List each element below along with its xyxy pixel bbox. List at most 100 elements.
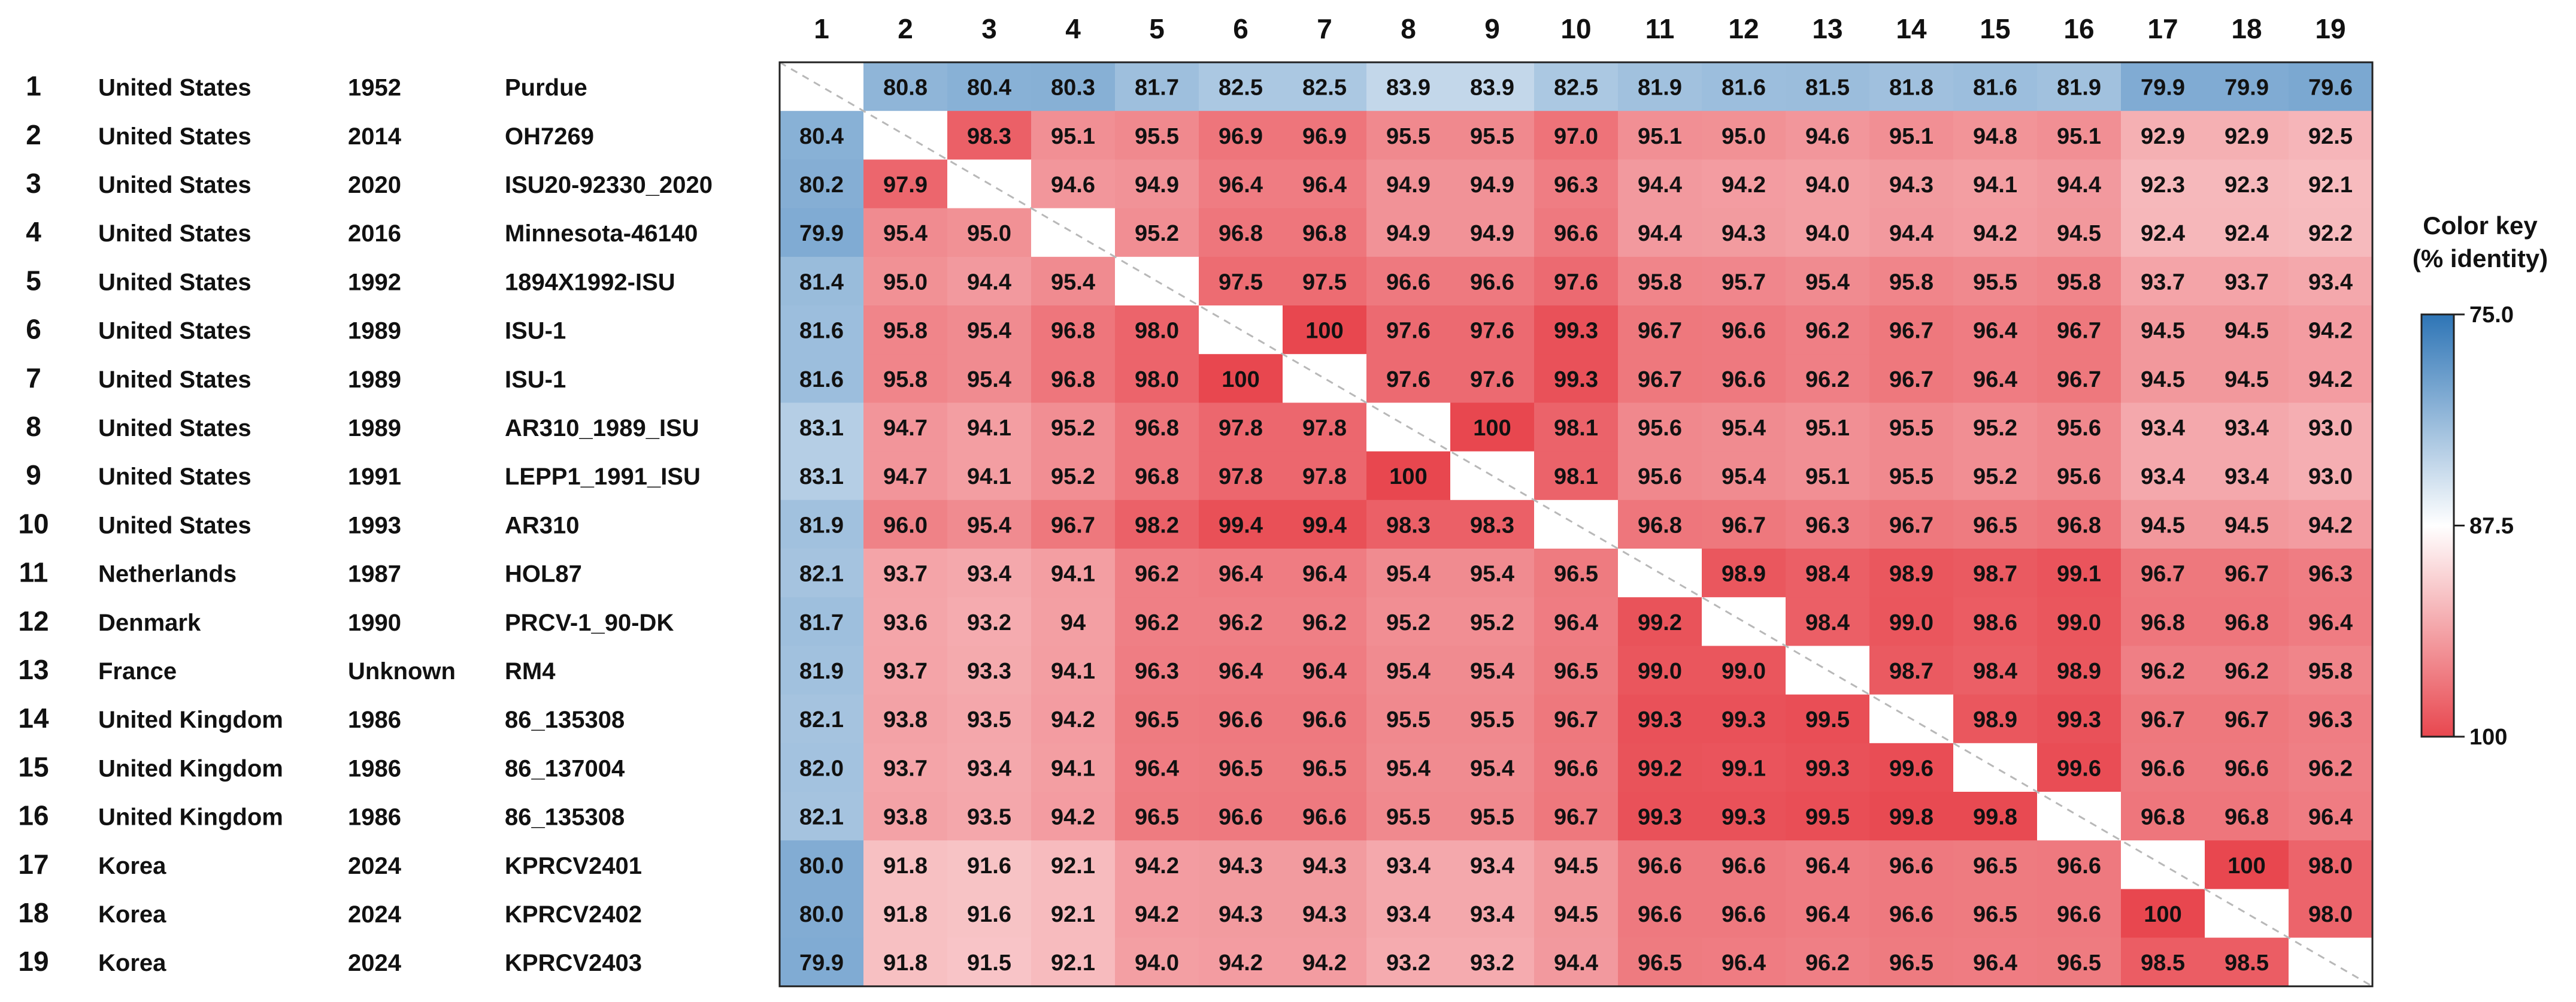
cell-value: 99.3 (1638, 707, 1682, 732)
cell-value: 97.0 (1554, 124, 1598, 149)
heatmap-cell (780, 354, 864, 403)
heatmap-cell (780, 937, 864, 987)
row-country: United States (98, 123, 251, 150)
heatmap-cell (863, 256, 948, 306)
cell-value: 80.4 (799, 124, 844, 149)
cell-value: 99.3 (1554, 367, 1598, 392)
row-country: United Kingdom (98, 804, 283, 831)
row-strain: 86_137004 (505, 755, 625, 782)
cell-value: 94.1 (1051, 562, 1095, 587)
cell-value: 100 (1305, 319, 1343, 344)
heatmap-cell (1869, 792, 1954, 841)
cell-value: 96.4 (1302, 659, 1347, 684)
cell-value: 99.2 (1638, 610, 1682, 635)
row-year: 1990 (348, 610, 401, 636)
cell-value: 95.4 (1805, 270, 1850, 295)
heatmap-cell (1869, 549, 1954, 598)
cell-value: 92.4 (2141, 221, 2185, 246)
cell-value: 99.6 (1889, 756, 1933, 781)
heatmap-cell (1031, 256, 1116, 306)
row-year: 1991 (348, 464, 401, 490)
heatmap-cell (1031, 451, 1116, 501)
cell-value: 98.7 (1973, 562, 2017, 587)
heatmap-cell (1366, 62, 1451, 111)
heatmap-cell (2121, 937, 2205, 987)
row-year: 1952 (348, 75, 401, 101)
cell-value: 94.2 (1135, 902, 1179, 927)
row-number: 9 (26, 459, 41, 491)
cell-value: 100 (1473, 416, 1511, 441)
color-key-tick-label: 75.0 (2469, 302, 2514, 328)
cell-value: 96.6 (2225, 756, 2269, 781)
heatmap-cell (1283, 937, 1367, 987)
row-label-group: 4 United States 2016 Minnesota-46140 (26, 216, 698, 247)
heatmap-cell (1199, 62, 1283, 111)
cell-value: 93.2 (1470, 950, 1514, 976)
heatmap-cell (2037, 840, 2122, 889)
heatmap-cell (1031, 354, 1116, 403)
cell-value: 81.6 (1722, 75, 1766, 101)
cell-value: 99.4 (1219, 513, 1263, 538)
cell-value: 93.4 (967, 562, 1011, 587)
cell-value: 94.2 (1051, 805, 1095, 830)
heatmap-cell (1283, 597, 1367, 646)
heatmap-cell (1031, 889, 1116, 939)
cell-value: 100 (2228, 853, 2265, 879)
cell-value: 95.6 (1638, 464, 1682, 489)
cell-value: 95.2 (1051, 416, 1095, 441)
cell-value: 96.6 (1302, 805, 1347, 830)
cell-value: 94.9 (1135, 172, 1179, 198)
heatmap-cell (947, 646, 1032, 695)
cell-value: 95.1 (2057, 124, 2101, 149)
row-label-group: 12 Denmark 1990 PRCV-1_90-DK (18, 606, 674, 637)
heatmap-cell (1450, 305, 1535, 355)
cell-value: 96.7 (1889, 513, 1933, 538)
row-year: 2024 (348, 901, 402, 928)
heatmap-cell (1283, 840, 1367, 889)
heatmap-cell (1786, 549, 1870, 598)
row-strain: LEPP1_1991_ISU (505, 464, 701, 490)
cell-value: 94.0 (1135, 950, 1179, 976)
heatmap-cell (1283, 646, 1367, 695)
heatmap-cell (1618, 646, 1702, 695)
cell-value: 80.0 (799, 853, 844, 879)
heatmap-cell (1702, 743, 1786, 792)
heatmap-cell (1450, 208, 1535, 258)
heatmap-cell (1115, 743, 1199, 792)
cell-value: 93.2 (967, 610, 1011, 635)
heatmap-cell (1199, 451, 1283, 501)
heatmap-cell (1618, 694, 1702, 744)
heatmap-cell (1450, 111, 1535, 160)
cell-value: 94.0 (1805, 172, 1850, 198)
heatmap-cell (1869, 62, 1954, 111)
cell-value: 95.5 (1470, 805, 1514, 830)
heatmap-cell (1953, 402, 2038, 452)
cell-value: 81.6 (799, 367, 844, 392)
heatmap-cell (1450, 889, 1535, 939)
cell-value: 94.3 (1302, 853, 1347, 879)
cell-value: 81.9 (1638, 75, 1682, 101)
cell-value: 96.8 (1051, 367, 1095, 392)
cell-value: 96.3 (1554, 172, 1598, 198)
heatmap-cell (2205, 402, 2289, 452)
cell-value: 100 (2144, 902, 2181, 927)
row-label-group: 18 Korea 2024 KPRCV2402 (18, 897, 642, 928)
cell-value: 98.4 (1805, 562, 1850, 587)
cell-value: 94.7 (883, 464, 928, 489)
cell-value: 96.6 (1386, 270, 1431, 295)
heatmap-cell (1786, 597, 1870, 646)
cell-value: 96.6 (1219, 805, 1263, 830)
cell-value: 96.4 (1135, 756, 1179, 781)
heatmap-cell (1031, 597, 1116, 646)
heatmap-cell (1534, 208, 1619, 258)
heatmap-cell (1702, 208, 1786, 258)
cell-value: 81.5 (1805, 75, 1850, 101)
cell-value: 96.8 (1051, 319, 1095, 344)
cell-value: 96.6 (1722, 902, 1766, 927)
cell-value: 95.1 (1805, 416, 1850, 441)
cell-value: 98.4 (1973, 659, 2017, 684)
heatmap-cell (863, 792, 948, 841)
heatmap-cell (1869, 500, 1954, 549)
heatmap-cell (1534, 62, 1619, 111)
